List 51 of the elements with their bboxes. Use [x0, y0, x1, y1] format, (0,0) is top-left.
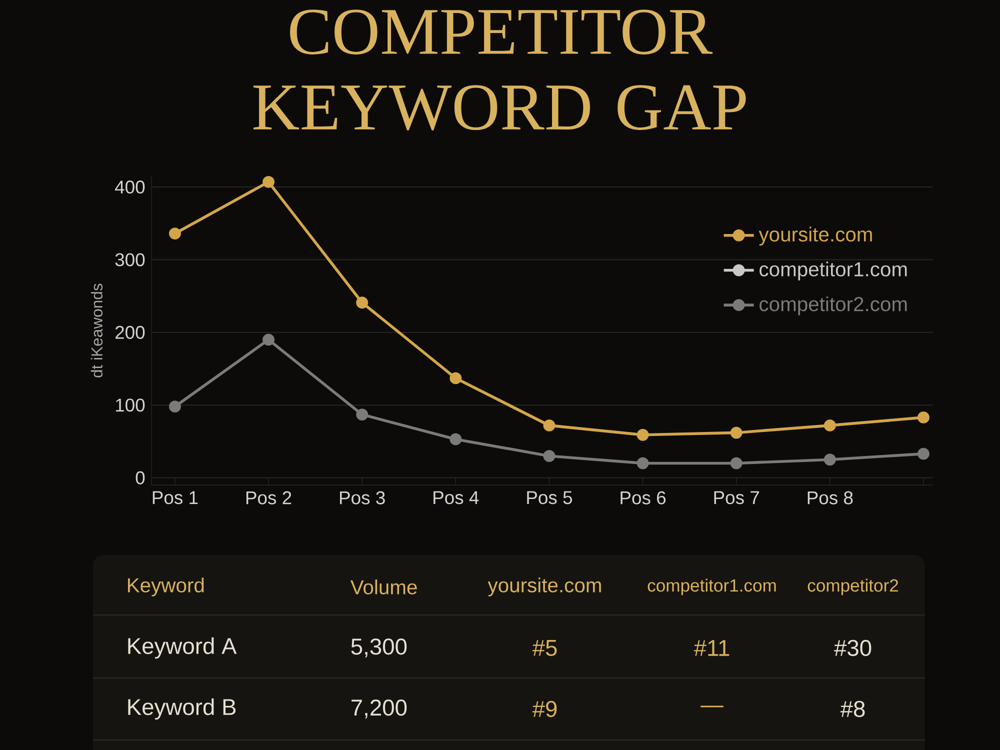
x-tick-label: Pos 7: [714, 491, 759, 504]
text: —: [700, 706, 724, 708]
text: competitor2: [808, 578, 898, 596]
point: [262, 176, 274, 188]
point: [636, 428, 649, 441]
x-tick-label: Pos 2: [246, 491, 292, 504]
y-tick-label: 200: [116, 326, 145, 339]
text: #11: [694, 640, 730, 656]
point: [824, 419, 836, 432]
x-tick-label: Pos 1: [152, 491, 198, 504]
y-tick-label: 300: [115, 253, 145, 266]
x-tick-label: Pos 3: [340, 491, 385, 504]
text: #30: [834, 640, 872, 656]
legend-label: yoursite.com: [758, 226, 872, 246]
point: [824, 454, 836, 466]
point: [918, 411, 930, 424]
text: competitor1.com: [648, 578, 776, 596]
point: [168, 400, 181, 413]
legend-label: competitor2.com: [760, 296, 907, 316]
point: [262, 334, 274, 346]
point: [356, 296, 368, 309]
text: Keyword B: [128, 698, 236, 720]
text: 5,300: [351, 638, 407, 658]
point: [730, 457, 742, 470]
point: [918, 448, 930, 460]
chart-title: COMPETITOR KEYWORD GAP: [253, 10, 746, 130]
y-tick-label: 400: [115, 180, 145, 194]
legend-label: competitor1.com: [760, 262, 907, 280]
text: 7,200: [352, 700, 407, 718]
y-axis-title: dt iKeawonds: [90, 284, 103, 378]
point: [543, 419, 556, 432]
point: [168, 228, 181, 240]
point: [636, 457, 649, 470]
x-tick-label: Pos 5: [527, 491, 572, 504]
point: [730, 426, 742, 439]
x-tick-label: Pos 6: [620, 491, 666, 504]
x-tick-label: Pos 8: [808, 491, 853, 504]
text: yoursite.com: [488, 578, 601, 596]
y-tick-label: 100: [116, 398, 145, 412]
point: [356, 408, 368, 421]
text: #9: [532, 700, 557, 718]
text: Keyword: [128, 578, 204, 596]
x-tick-label: Pos 4: [434, 491, 479, 504]
text: #5: [532, 640, 557, 656]
y-tick-label: 0: [136, 471, 145, 484]
text: Keyword A: [128, 637, 237, 659]
point: [543, 450, 556, 462]
point: [450, 433, 462, 446]
point: [450, 372, 462, 384]
text: #8: [840, 700, 865, 718]
text: Volume: [350, 580, 417, 594]
